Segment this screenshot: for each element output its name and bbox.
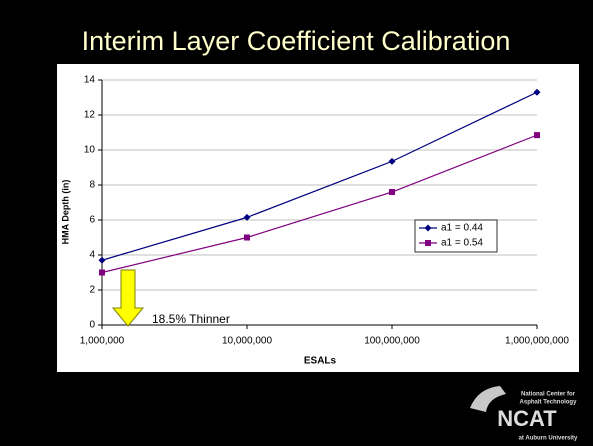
legend-label: a1 = 0.44: [441, 223, 483, 234]
y-axis-label: HMA Depth (in): [60, 180, 70, 245]
annotation: 18.5% Thinner: [152, 312, 230, 326]
y-tick-label: 12: [84, 110, 96, 121]
logo-name: NCAT: [497, 406, 557, 431]
series-line: [101, 91, 538, 261]
logo-text: National Center for: [521, 392, 576, 398]
y-tick-label: 10: [84, 145, 96, 156]
y-tick-label: 14: [84, 75, 96, 86]
x-tick-label: 10,000,000: [222, 336, 272, 347]
y-tick-label: 8: [89, 180, 95, 191]
arrow: [111, 269, 145, 327]
marker: [243, 213, 251, 221]
y-tick-label: 4: [89, 250, 95, 261]
logo-text: Asphalt Technology: [520, 400, 578, 406]
y-tick-label: 0: [89, 320, 95, 331]
y-tick-label: 6: [89, 215, 95, 226]
marker: [534, 132, 540, 139]
x-tick-label: 1,000,000,000: [505, 336, 569, 347]
x-tick-label: 1,000,000: [80, 336, 125, 347]
marker: [388, 157, 396, 165]
marker: [424, 224, 432, 232]
marker: [99, 269, 105, 276]
slide-title: Interim Layer Coefficient Calibration: [82, 26, 511, 56]
logo: National Center for Asphalt Technology N…: [470, 386, 578, 442]
logo-text: at Auburn University: [519, 436, 578, 442]
marker: [533, 88, 541, 96]
x-tick-label: 100,000,000: [364, 336, 420, 347]
marker: [244, 234, 250, 241]
series-line: [101, 134, 538, 274]
x-axis-label: ESALs: [304, 356, 337, 367]
y-tick-label: 2: [89, 285, 95, 296]
legend-label: a1 = 0.54: [441, 238, 483, 249]
marker: [389, 189, 395, 195]
marker: [425, 240, 431, 246]
logo-swoosh: [470, 386, 506, 412]
marker: [98, 256, 106, 264]
